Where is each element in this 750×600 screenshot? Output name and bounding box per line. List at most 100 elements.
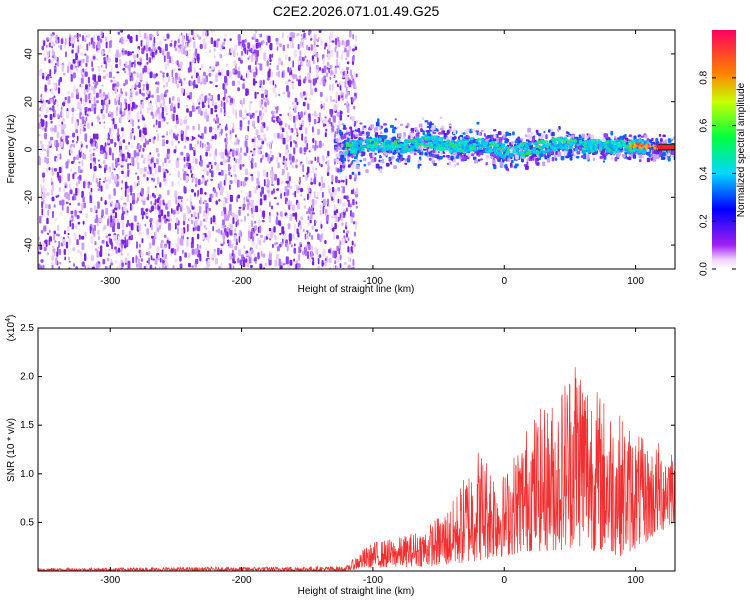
noise-blob	[49, 136, 54, 141]
noise-blob	[257, 135, 261, 141]
noise-blob	[142, 84, 146, 87]
noise-blob	[69, 189, 73, 195]
noise-blob	[278, 117, 281, 122]
noise-blob	[252, 119, 255, 125]
noise-blob	[174, 222, 177, 230]
noise-blob	[207, 97, 210, 104]
noise-blob	[351, 240, 354, 246]
noise-blob	[269, 201, 271, 208]
noise-blob	[59, 153, 62, 160]
noise-blob	[131, 101, 135, 109]
signal-blob	[555, 150, 558, 155]
noise-blob	[179, 177, 183, 181]
noise-blob	[175, 43, 179, 49]
noise-blob	[225, 133, 228, 137]
noise-blob	[331, 83, 334, 91]
signal-blob	[546, 158, 551, 163]
noise-blob	[185, 136, 190, 140]
noise-blob	[328, 43, 331, 52]
noise-blob	[216, 117, 220, 124]
signal-blob	[638, 159, 642, 163]
signal-blob	[580, 155, 585, 158]
noise-blob	[58, 248, 62, 256]
noise-blob	[120, 253, 123, 256]
noise-blob	[86, 55, 89, 63]
noise-blob	[214, 134, 217, 140]
noise-blob	[288, 112, 293, 121]
noise-blob	[158, 199, 162, 207]
noise-blob	[155, 167, 158, 174]
noise-blob	[255, 243, 258, 249]
noise-blob	[145, 35, 149, 41]
noise-blob	[224, 225, 227, 228]
noise-blob	[177, 236, 180, 245]
noise-blob	[264, 106, 268, 113]
noise-blob	[42, 53, 46, 56]
noise-blob	[272, 116, 276, 119]
noise-blob	[100, 196, 103, 202]
noise-blob	[243, 183, 247, 186]
noise-blob	[295, 143, 298, 148]
noise-blob	[191, 178, 194, 183]
noise-blob	[276, 178, 280, 186]
noise-blob	[303, 32, 306, 40]
noise-blob	[175, 243, 178, 248]
noise-blob	[61, 108, 64, 117]
noise-blob	[59, 200, 63, 206]
signal-blob	[378, 157, 383, 161]
noise-blob	[125, 39, 128, 42]
signal-blob	[383, 123, 387, 126]
noise-blob	[105, 107, 108, 114]
noise-blob	[281, 71, 284, 78]
noise-blob	[279, 125, 283, 131]
noise-blob	[55, 157, 59, 162]
signal-blob	[554, 154, 557, 159]
signal-blob	[431, 124, 436, 130]
noise-blob	[229, 180, 233, 184]
noise-blob	[311, 235, 313, 240]
noise-blob	[209, 152, 212, 158]
noise-blob	[165, 218, 169, 222]
noise-blob	[236, 52, 239, 57]
noise-blob	[300, 161, 303, 164]
noise-blob	[289, 135, 292, 141]
signal-blob	[404, 162, 408, 165]
signal-blob	[407, 155, 411, 159]
noise-blob	[44, 57, 47, 62]
noise-blob	[177, 140, 180, 144]
noise-blob	[163, 171, 166, 179]
noise-blob	[116, 71, 120, 74]
noise-blob	[344, 262, 347, 266]
noise-blob	[108, 99, 111, 105]
noise-blob	[130, 222, 134, 231]
signal-blob	[515, 155, 519, 160]
noise-blob	[228, 156, 231, 159]
noise-blob	[191, 166, 195, 171]
noise-blob	[289, 259, 293, 266]
signal-blob	[439, 116, 443, 120]
noise-blob	[348, 30, 352, 38]
noise-blob	[166, 72, 169, 78]
signal-blob	[379, 126, 382, 131]
noise-blob	[294, 122, 297, 130]
noise-blob	[206, 164, 210, 168]
noise-blob	[184, 170, 187, 178]
noise-blob	[119, 262, 122, 269]
noise-blob	[304, 136, 307, 144]
signal-blob	[379, 131, 383, 134]
noise-blob	[136, 111, 140, 120]
noise-blob	[88, 83, 91, 88]
noise-blob	[260, 125, 264, 134]
noise-blob	[132, 157, 135, 163]
noise-blob	[226, 239, 230, 244]
noise-blob	[305, 44, 309, 51]
signal-blob	[335, 158, 340, 164]
noise-blob	[142, 159, 146, 164]
signal-blob	[339, 139, 344, 142]
noise-blob	[148, 67, 151, 73]
noise-blob	[53, 204, 56, 208]
noise-blob	[331, 174, 334, 182]
noise-blob	[147, 234, 150, 239]
noise-blob	[339, 110, 343, 115]
noise-blob	[194, 144, 197, 147]
